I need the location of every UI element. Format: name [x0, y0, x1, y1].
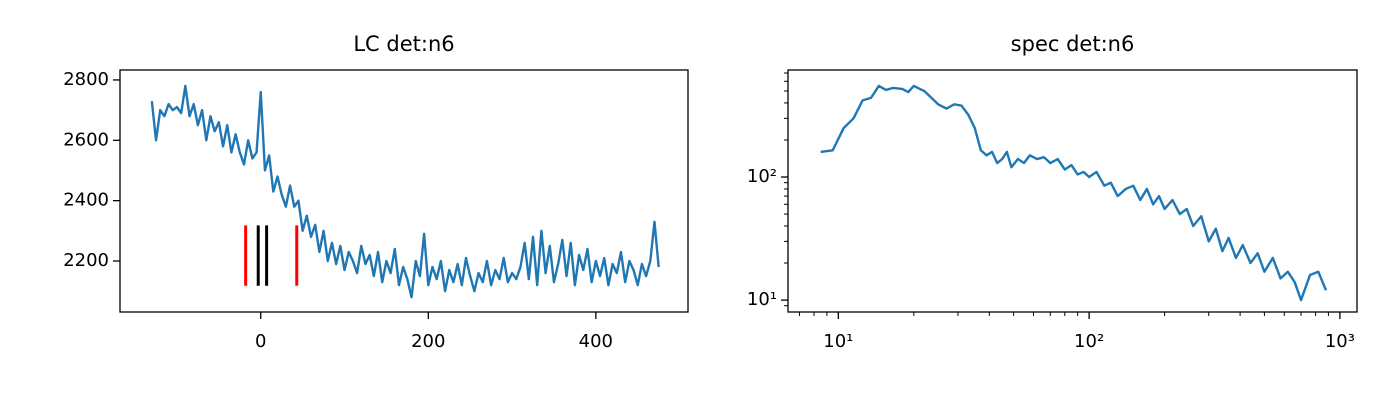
- x-tick-label: 400: [579, 331, 613, 352]
- y-tick-label: 2800: [63, 69, 109, 90]
- y-tick-label: 2600: [63, 129, 109, 150]
- axes-frame: [119, 69, 689, 313]
- data-line: [820, 84, 1328, 302]
- chart-title: LC det:n6: [353, 32, 454, 56]
- y-tick-label: 10²: [747, 166, 777, 187]
- x-tick-label: 10¹: [823, 331, 853, 352]
- x-tick-label: 0: [255, 331, 266, 352]
- x-tick-label: 10³: [1325, 331, 1355, 352]
- axes-frame: [787, 69, 1358, 313]
- y-tick-label: 2200: [63, 250, 109, 271]
- x-tick-label: 200: [411, 331, 445, 352]
- chart-title: spec det:n6: [1011, 32, 1135, 56]
- y-tick-label: 10¹: [747, 289, 777, 310]
- data-line: [150, 84, 660, 299]
- y-tick-label: 2400: [63, 190, 109, 211]
- x-tick-label: 10²: [1074, 331, 1104, 352]
